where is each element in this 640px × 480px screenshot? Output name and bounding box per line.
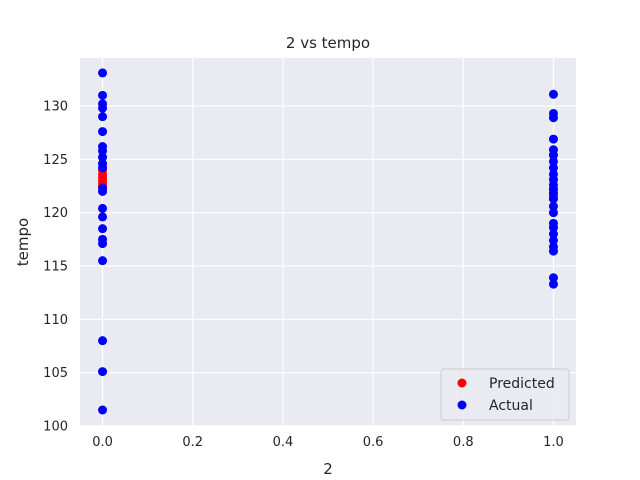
y-tick-label: 130 <box>43 100 68 115</box>
point-actual <box>98 224 108 234</box>
y-axis-ticks: 100 105 110 115 120 125 130 <box>43 100 68 435</box>
y-tick-label: 125 <box>43 153 68 168</box>
point-actual <box>98 405 108 415</box>
point-actual <box>548 89 558 99</box>
x-tick-label: 0.2 <box>182 435 203 450</box>
point-actual <box>98 127 108 137</box>
x-tick-label: 0.0 <box>92 435 113 450</box>
point-actual <box>98 212 108 222</box>
y-axis-label: tempo <box>14 218 32 266</box>
point-actual <box>98 146 108 156</box>
point-actual <box>98 239 108 249</box>
data-points <box>98 68 558 415</box>
point-actual <box>98 68 108 78</box>
y-tick-label: 120 <box>43 206 68 221</box>
x-tick-label: 0.8 <box>453 435 474 450</box>
point-actual <box>98 90 108 100</box>
point-actual <box>98 112 108 122</box>
point-actual <box>548 156 558 166</box>
point-actual <box>548 134 558 144</box>
point-actual <box>548 223 558 233</box>
point-actual <box>548 201 558 211</box>
legend-label: Predicted <box>489 376 555 392</box>
point-actual <box>98 163 108 173</box>
point-actual <box>98 256 108 266</box>
point-actual <box>548 246 558 256</box>
point-actual <box>548 229 558 239</box>
plot-area <box>80 58 576 426</box>
grid-lines <box>80 58 576 427</box>
point-actual <box>98 186 108 196</box>
point-actual <box>548 208 558 218</box>
legend-marker <box>457 378 467 388</box>
point-actual <box>548 163 558 173</box>
chart-title: 2 vs tempo <box>286 34 370 52</box>
legend-marker <box>457 400 467 410</box>
point-actual <box>98 336 108 346</box>
y-tick-label: 100 <box>43 420 68 435</box>
point-actual <box>548 150 558 160</box>
legend-box <box>440 368 570 421</box>
x-axis-ticks: 0.0 0.2 0.4 0.6 0.8 1.0 <box>92 435 564 450</box>
point-actual <box>548 273 558 283</box>
x-tick-label: 1.0 <box>543 435 564 450</box>
point-actual <box>98 367 108 377</box>
y-tick-label: 115 <box>43 260 68 275</box>
legend: Predicted Actual <box>440 368 570 421</box>
point-actual <box>548 194 558 204</box>
point-actual <box>98 203 108 213</box>
point-actual <box>548 113 558 123</box>
x-axis-label: 2 <box>323 460 333 478</box>
point-actual <box>548 235 558 245</box>
y-tick-label: 105 <box>43 366 68 381</box>
point-actual <box>98 152 108 162</box>
x-tick-label: 0.6 <box>363 435 384 450</box>
point-actual <box>548 279 558 289</box>
y-tick-label: 110 <box>43 313 68 328</box>
point-actual <box>98 103 108 113</box>
legend-label: Actual <box>489 398 533 414</box>
series-actual <box>98 68 558 415</box>
x-tick-label: 0.4 <box>273 435 294 450</box>
